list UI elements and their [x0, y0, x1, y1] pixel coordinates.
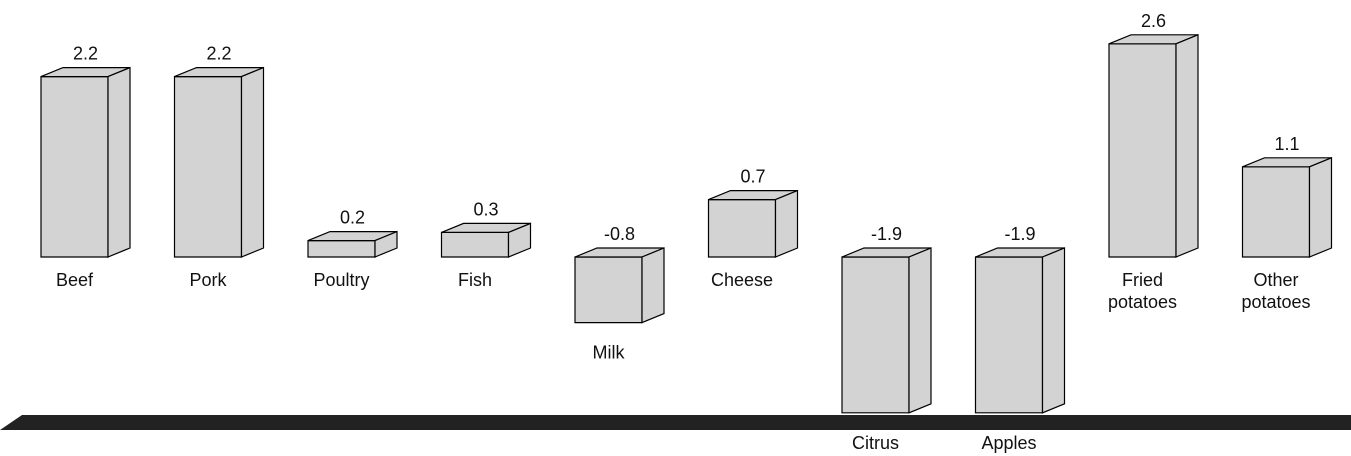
bar-side [1041, 247, 1066, 414]
bar [574, 247, 665, 324]
value-label: 1.1 [1274, 134, 1299, 154]
category-label: Citrus [852, 433, 899, 453]
bar-side [240, 66, 265, 258]
category-label: Fried potatoes [1108, 270, 1177, 312]
bar [841, 247, 932, 414]
category-label: Cheese [711, 270, 773, 290]
category-label: Other potatoes [1241, 270, 1310, 312]
bar-front [440, 231, 510, 258]
bar-front [707, 199, 777, 258]
bar [173, 66, 265, 258]
bar [307, 230, 398, 258]
category-label: Fish [458, 270, 492, 290]
value-label: 0.3 [473, 199, 498, 219]
value-label: 0.7 [740, 167, 765, 187]
bar-front [841, 256, 910, 414]
bar-front [1241, 166, 1311, 258]
category-label: Poultry [313, 270, 369, 290]
bar-front [40, 75, 109, 258]
bar-side [374, 230, 398, 258]
bar [440, 222, 532, 258]
value-label: -0.8 [604, 224, 635, 244]
bar-side [908, 247, 932, 414]
bar [1108, 33, 1199, 258]
bar-side [774, 189, 799, 258]
bar-side [1308, 156, 1333, 258]
bar-side [641, 247, 665, 324]
category-label: Apples [981, 433, 1036, 453]
bar-front [974, 256, 1044, 414]
bar [974, 247, 1066, 414]
bar [707, 189, 799, 258]
bar-side [507, 222, 532, 258]
category-label: Pork [189, 270, 227, 290]
bar-front [574, 256, 643, 324]
bar [40, 66, 131, 258]
bar-side [1175, 33, 1199, 258]
bar-front [173, 75, 243, 258]
floor [0, 415, 1351, 430]
bar-side [107, 66, 131, 258]
category-label: Milk [593, 343, 626, 363]
bar-front [1108, 43, 1177, 258]
value-label: 2.6 [1141, 11, 1166, 31]
value-label: 2.2 [206, 44, 231, 64]
value-label: -1.9 [1004, 224, 1035, 244]
value-label: 2.2 [73, 44, 98, 64]
bar [1241, 156, 1333, 258]
value-label: 0.2 [340, 208, 365, 228]
bar-front [307, 240, 376, 258]
category-label: Beef [56, 270, 94, 290]
value-label: -1.9 [871, 224, 902, 244]
